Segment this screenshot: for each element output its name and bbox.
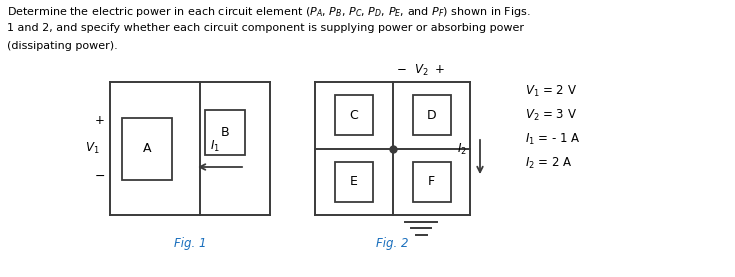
Text: $I_1$ = - 1 A: $I_1$ = - 1 A — [525, 132, 581, 147]
Text: (dissipating power).: (dissipating power). — [7, 41, 118, 51]
Text: Fig. 2: Fig. 2 — [376, 237, 409, 250]
Text: +: + — [435, 63, 445, 76]
Text: Fig. 1: Fig. 1 — [173, 237, 207, 250]
Text: $I_2$ = 2 A: $I_2$ = 2 A — [525, 156, 573, 171]
Text: $V_1$: $V_1$ — [85, 141, 100, 156]
Text: D: D — [427, 109, 437, 122]
Bar — [335, 162, 373, 202]
Bar — [205, 109, 245, 155]
Bar — [335, 95, 373, 135]
Text: $V_2$ = 3 V: $V_2$ = 3 V — [525, 108, 577, 123]
Text: F: F — [428, 175, 435, 188]
Bar — [412, 162, 451, 202]
Text: $I_1$: $I_1$ — [210, 139, 220, 154]
Text: Determine the electric power in each circuit element ($P_A$, $P_B$, $P_C$, $P_D$: Determine the electric power in each cir… — [7, 5, 531, 19]
Text: E: E — [350, 175, 358, 188]
Text: C: C — [350, 109, 359, 122]
Text: $I_2$: $I_2$ — [457, 142, 467, 157]
Text: −: − — [397, 63, 407, 76]
Text: $V_2$: $V_2$ — [414, 63, 429, 78]
Text: +: + — [95, 114, 105, 127]
Text: −: − — [95, 170, 105, 183]
Text: 1 and 2, and specify whether each circuit component is supplying power or absorb: 1 and 2, and specify whether each circui… — [7, 23, 524, 33]
Text: A: A — [143, 142, 151, 155]
Bar — [122, 117, 172, 179]
Text: $V_1$ = 2 V: $V_1$ = 2 V — [525, 84, 577, 99]
Bar — [412, 95, 451, 135]
Text: B: B — [220, 125, 229, 138]
